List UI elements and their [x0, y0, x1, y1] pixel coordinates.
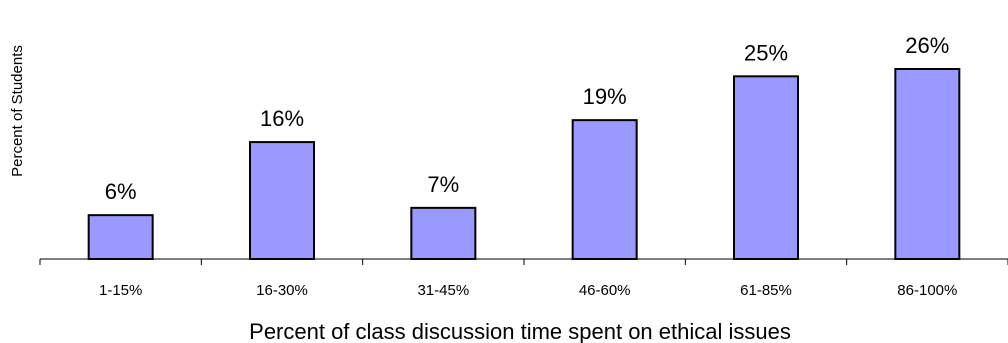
- bar-61-85%: [733, 75, 799, 260]
- bar-16-30%: [249, 141, 315, 260]
- x-tick-label-86-100%: 86-100%: [897, 282, 957, 299]
- bar-1-15%: [87, 214, 154, 260]
- x-tick-label-1-15%: 1-15%: [99, 282, 142, 299]
- bar-86-100%: [894, 68, 961, 260]
- data-label-46-60%: 19%: [583, 84, 627, 109]
- x-tick-label-31-45%: 31-45%: [417, 282, 469, 299]
- data-label-31-45%: 7%: [427, 172, 459, 197]
- x-tick-label-16-30%: 16-30%: [256, 282, 308, 299]
- x-axis-label: Percent of class discussion time spent o…: [249, 319, 791, 343]
- bars-group: [87, 68, 961, 261]
- x-tick-label-46-60%: 46-60%: [579, 282, 631, 299]
- bar-46-60%: [571, 119, 638, 261]
- x-tick-label-61-85%: 61-85%: [740, 282, 792, 299]
- data-label-61-85%: 25%: [744, 40, 788, 65]
- bar-31-45%: [410, 206, 477, 261]
- x-ticks-group: [39, 259, 1008, 265]
- data-label-86-100%: 26%: [905, 33, 949, 58]
- data-labels-group: 6% 16% 7% 19% 25% 26%: [105, 33, 950, 204]
- data-label-1-15%: 6%: [105, 179, 137, 204]
- x-tick-labels-group: 1-15% 16-30% 31-45% 46-60% 61-85% 86-100%: [99, 282, 957, 299]
- data-label-16-30%: 16%: [260, 106, 304, 131]
- y-axis-label: Percent of Students: [9, 45, 26, 177]
